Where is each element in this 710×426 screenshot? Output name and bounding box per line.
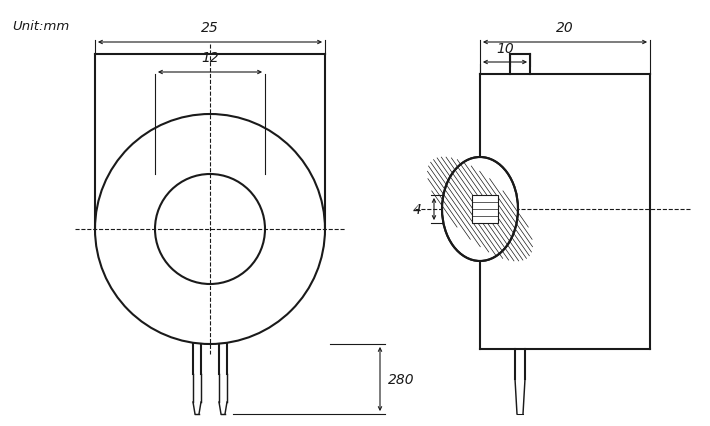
Text: Unit:mm: Unit:mm [12,20,70,33]
Text: 10: 10 [496,42,514,56]
Ellipse shape [442,158,518,262]
Text: 25: 25 [201,21,219,35]
Text: 4: 4 [413,202,422,216]
Bar [472,196,498,224]
Text: 280: 280 [388,372,415,386]
Text: 20: 20 [556,21,574,35]
Text: 12: 12 [201,51,219,65]
